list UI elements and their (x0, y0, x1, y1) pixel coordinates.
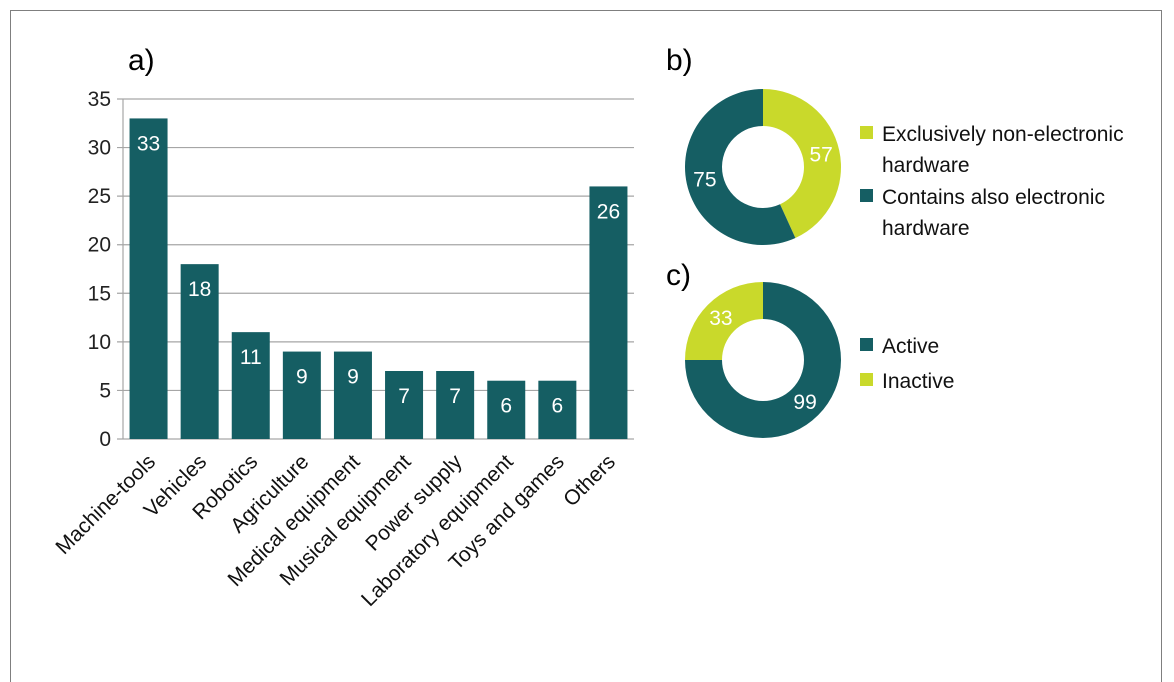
panel-label-a: a) (128, 44, 155, 77)
bar (129, 118, 168, 439)
donut-c-value-labels: 99 33 (709, 307, 817, 414)
bar (282, 351, 321, 439)
donut-b-legend: Exclusively non-electronic hardwareContai… (860, 123, 1124, 240)
donut-slice (685, 282, 841, 438)
donut-chart-c-panel: c) 99 33 Active Inactive (666, 259, 954, 438)
y-tick-label: 0 (99, 428, 111, 451)
slice-value-label: 57 (809, 143, 832, 166)
bar-value-label: 7 (398, 385, 410, 408)
bar-value-label: 7 (449, 385, 461, 408)
bar-value-label: 9 (296, 366, 308, 389)
bar-value-label: 9 (347, 366, 359, 389)
legend-label-line: Contains also electronic (882, 186, 1105, 209)
y-tick-labels: 0 5 10 15 20 25 30 35 (88, 88, 111, 451)
y-tick-label: 25 (88, 185, 111, 208)
legend-label: Exclusively non-electronic hardware (882, 123, 1124, 177)
y-tick-label: 15 (88, 282, 111, 305)
bar-value-label: 11 (240, 346, 262, 369)
bar-value-label: 33 (137, 132, 160, 155)
legend-swatch (860, 338, 873, 351)
bar-value-label: 6 (552, 395, 564, 418)
slice-value-label: 99 (793, 391, 816, 414)
legend-label-line: hardware (882, 154, 970, 177)
bar-chart-panel: a) 0 5 10 15 20 25 30 35 33 18 11 9 9 7 7 6 6 26 Machine… (51, 44, 634, 611)
bar (589, 186, 628, 439)
y-tick-label: 20 (88, 234, 111, 257)
donut-chart-b-panel: b) 57 75 Exclusively non-electronic hardwa… (666, 44, 1124, 245)
y-tick-label: 10 (88, 331, 111, 354)
panel-label-c: c) (666, 259, 691, 292)
legend-label: Active (882, 335, 939, 358)
bar (385, 371, 424, 439)
legend-swatch (860, 189, 873, 202)
legend-label-line: Inactive (882, 370, 954, 393)
donut-slice (685, 282, 763, 360)
legend-swatch (860, 126, 873, 139)
legend-label: Contains also electronic hardware (882, 186, 1105, 240)
bar-value-label: 18 (188, 278, 211, 301)
y-tick-label: 35 (88, 88, 111, 111)
legend-label: Inactive (882, 370, 954, 393)
category-label: Others (559, 450, 620, 511)
y-tick-label: 30 (88, 137, 111, 160)
donut-c-slices (685, 282, 841, 438)
bar (538, 380, 577, 439)
bar (333, 351, 372, 439)
bar (487, 380, 526, 439)
y-tick-label: 5 (99, 379, 111, 402)
bar (231, 332, 270, 439)
slice-value-label: 33 (709, 307, 732, 330)
donut-b-slices (685, 89, 841, 245)
legend-label-line: hardware (882, 217, 970, 240)
category-labels: Machine-toolsVehiclesRoboticsAgriculture… (51, 450, 620, 611)
figure-frame (10, 10, 1162, 682)
bars (129, 118, 628, 439)
bar-value-label: 6 (500, 395, 512, 418)
bar (436, 371, 475, 439)
panel-label-b: b) (666, 44, 693, 77)
slice-value-label: 75 (693, 169, 716, 192)
legend-label-line: Exclusively non-electronic (882, 123, 1124, 146)
bar-value-labels: 33 18 11 9 9 7 7 6 6 26 (137, 132, 620, 417)
bar (180, 264, 219, 439)
donut-b-value-labels: 57 75 (693, 143, 833, 191)
legend-label-line: Active (882, 335, 939, 358)
donut-slice (685, 89, 796, 245)
bar-value-label: 26 (597, 200, 620, 223)
donut-slice (763, 89, 841, 238)
donut-c-legend: Active Inactive (860, 335, 954, 393)
legend-swatch (860, 373, 873, 386)
